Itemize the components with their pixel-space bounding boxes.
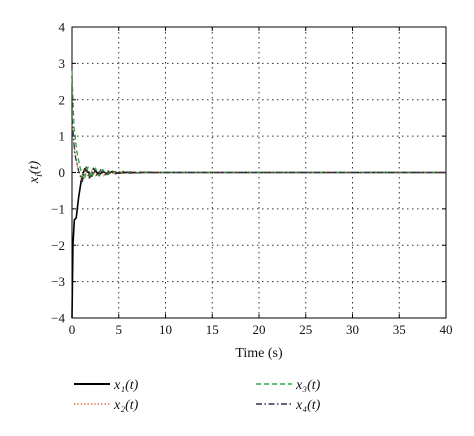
- x-tick-label: 5: [116, 322, 123, 337]
- legend-label-1: x₁(t): [113, 378, 139, 393]
- legend-label-4: x₄(t): [295, 398, 321, 413]
- x-tick-label: 0: [69, 322, 76, 337]
- x-tick-label: 30: [346, 322, 359, 337]
- y-tick-label: 3: [59, 56, 66, 71]
- y-tick-label: −2: [51, 238, 65, 253]
- legend-label-2: x₂(t): [113, 398, 139, 413]
- x-tick-label: 40: [440, 322, 453, 337]
- y-tick-label: 1: [59, 129, 66, 144]
- y-axis-label-var: x: [27, 176, 42, 184]
- series-line-3: [71, 70, 446, 181]
- legend: x₁(t) x₂(t) x₃(t) x₄(t): [74, 378, 321, 413]
- x-tick-label: 20: [253, 322, 266, 337]
- y-tick-label: −1: [51, 201, 65, 216]
- x-axis-label: Time (s): [235, 346, 283, 361]
- y-axis-label-sub: i: [34, 174, 45, 177]
- y-axis-label: xi(t): [27, 161, 45, 185]
- data-series: [71, 70, 446, 319]
- y-tick-label: 0: [59, 165, 66, 180]
- series-line-4: [71, 117, 446, 183]
- y-axis-label-arg: (t): [27, 161, 42, 175]
- legend-label-3: x₃(t): [295, 378, 321, 393]
- y-tick-label: 4: [59, 20, 66, 35]
- x-tick-label: 35: [393, 322, 406, 337]
- x-tick-label: 15: [206, 322, 219, 337]
- y-tick-label: −4: [51, 311, 65, 326]
- y-tick-label: −3: [51, 274, 65, 289]
- x-tick-label: 10: [159, 322, 172, 337]
- x-tick-label: 25: [299, 322, 312, 337]
- y-tick-label: 2: [59, 92, 66, 107]
